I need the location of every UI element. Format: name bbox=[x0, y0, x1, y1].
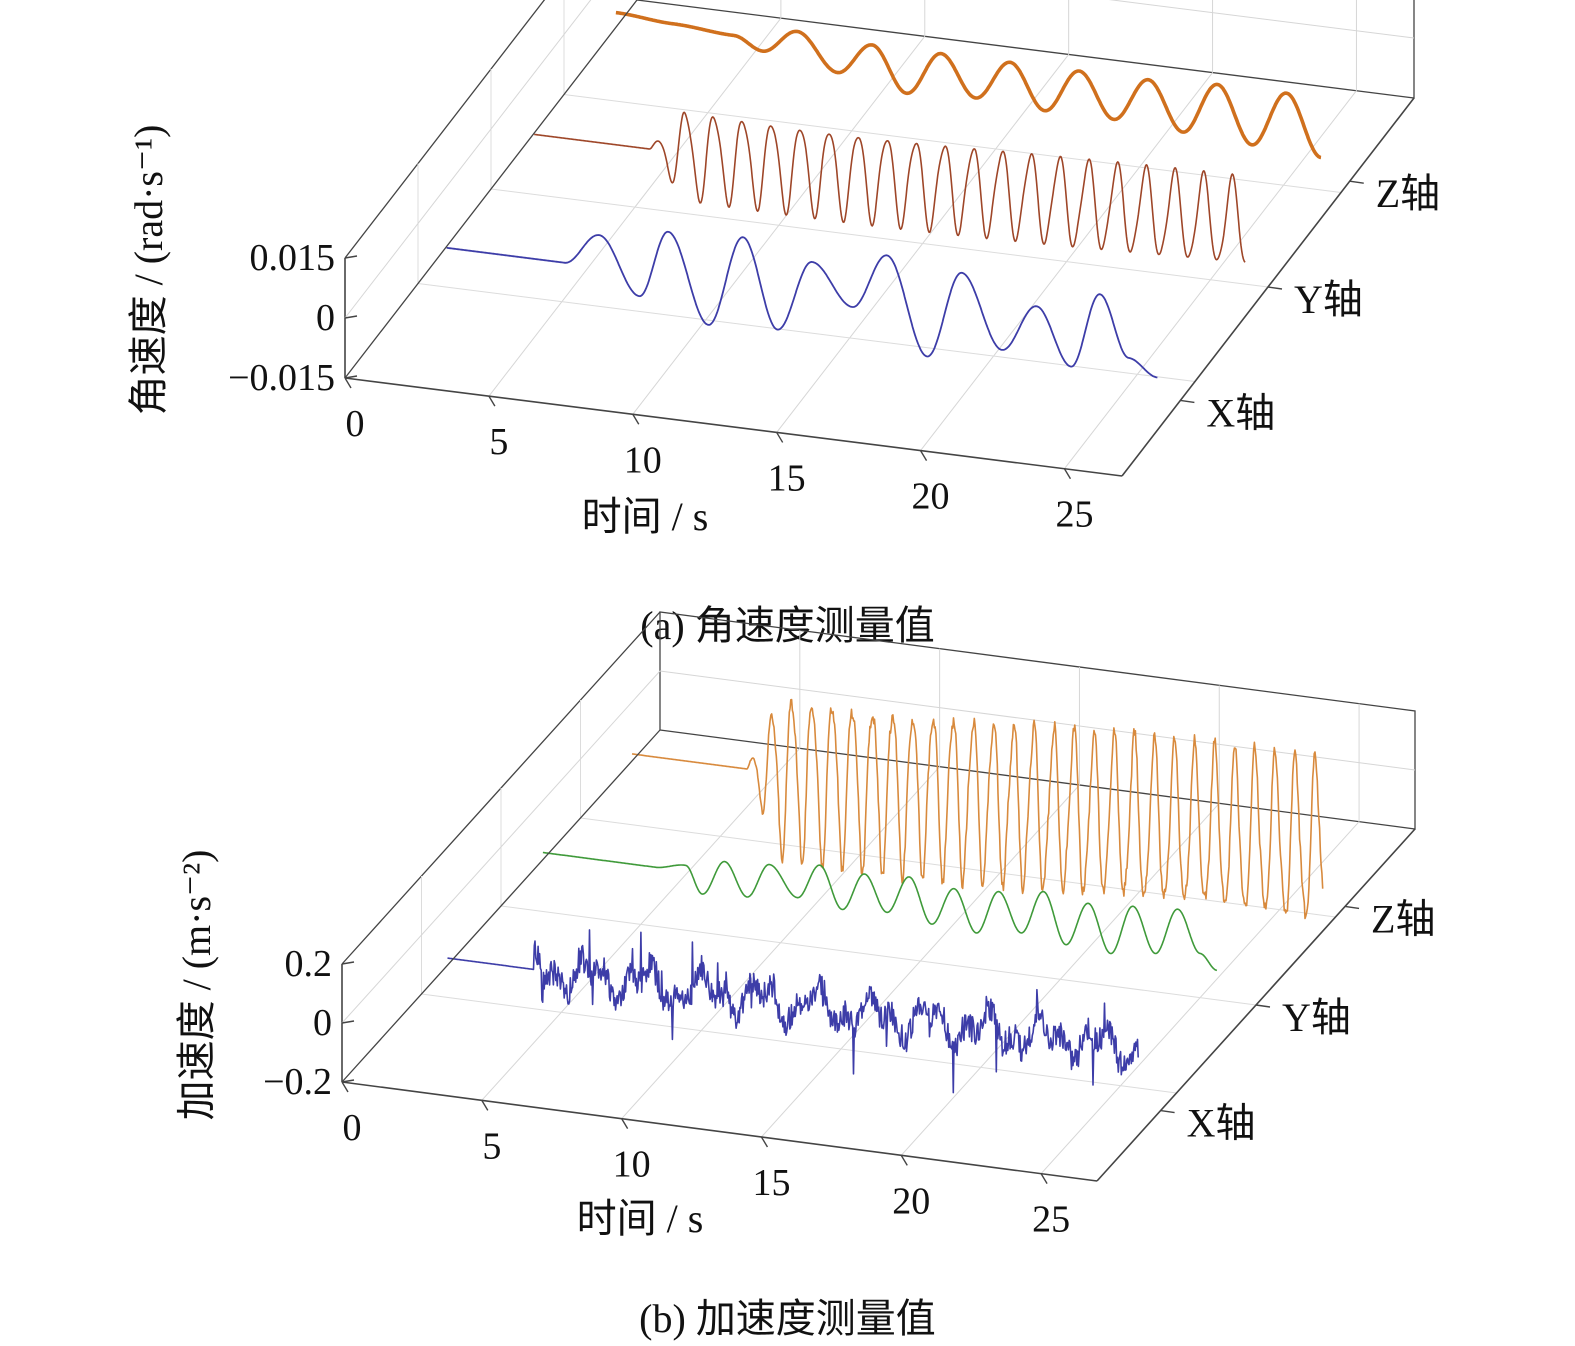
x-tick-label: 15 bbox=[752, 1162, 790, 1204]
x-tick-label: 20 bbox=[892, 1180, 930, 1222]
x-tick-label: 25 bbox=[1055, 494, 1093, 536]
y-tick bbox=[341, 1079, 355, 1083]
x-tick bbox=[919, 450, 928, 461]
x-tick-label: 5 bbox=[482, 1125, 501, 1167]
left-floor-edge bbox=[344, 0, 638, 379]
x-tick-label: 25 bbox=[1032, 1199, 1070, 1240]
back-wall-gridline bbox=[1108, 0, 1415, 39]
depth-label-z: Z轴 bbox=[1371, 896, 1435, 941]
x-axis-title: 时间 / s bbox=[577, 1196, 704, 1240]
depth-tick bbox=[1160, 1109, 1175, 1114]
y-tick bbox=[341, 1020, 355, 1024]
depth-label-x: X轴 bbox=[1187, 1101, 1256, 1146]
floor-gridline bbox=[421, 993, 1177, 1094]
depth-label-y: Y轴 bbox=[1282, 995, 1351, 1040]
left-wall-gridline bbox=[344, 0, 592, 319]
x-tick bbox=[344, 377, 352, 389]
left-floor-edge bbox=[341, 729, 661, 1083]
depth-tick bbox=[1267, 286, 1283, 290]
depth-tick bbox=[1344, 905, 1360, 910]
series-x-axis bbox=[446, 230, 1158, 379]
x-tick bbox=[481, 1099, 489, 1111]
series-y-axis bbox=[534, 111, 1246, 263]
y-tick bbox=[344, 375, 358, 379]
back-wall-gridline bbox=[659, 670, 1416, 771]
x-tick bbox=[632, 413, 640, 425]
floor-gridline bbox=[563, 94, 1342, 193]
x-tick-label: 0 bbox=[343, 1107, 362, 1149]
x-axis-line bbox=[341, 1081, 1098, 1182]
x-tick-label: 0 bbox=[346, 403, 365, 445]
depth-label-z: Z轴 bbox=[1376, 171, 1440, 216]
y-tick-label: 0.2 bbox=[285, 943, 333, 985]
depth-tick bbox=[1180, 399, 1195, 404]
series-x-axis bbox=[447, 929, 1139, 1094]
x-tick-label: 20 bbox=[912, 476, 950, 518]
y-tick-label: 0 bbox=[313, 1002, 332, 1044]
x-tick bbox=[1040, 1173, 1048, 1185]
x-tick-label: 10 bbox=[613, 1144, 651, 1186]
depth-tick bbox=[1349, 180, 1364, 184]
caption-angular-velocity: (a) 角速度测量值 bbox=[640, 603, 935, 648]
x-tick bbox=[1063, 468, 1072, 480]
floor-gridline bbox=[417, 283, 1196, 382]
x-axis-line bbox=[344, 377, 1123, 477]
x-tick bbox=[488, 395, 496, 407]
back-wall bbox=[659, 611, 1416, 830]
x-tick bbox=[900, 1154, 908, 1166]
y-tick bbox=[341, 961, 355, 965]
y-tick bbox=[344, 255, 358, 259]
caption-acceleration: (b) 加速度测量值 bbox=[639, 1296, 936, 1341]
x-tick bbox=[776, 432, 784, 443]
depth-label-y: Y轴 bbox=[1294, 277, 1363, 322]
y-tick bbox=[344, 315, 358, 319]
series-z-axis bbox=[631, 698, 1324, 920]
depth-tick bbox=[1255, 1004, 1271, 1008]
y-tick-label: −0.015 bbox=[228, 357, 335, 399]
series-z-axis bbox=[614, 10, 1322, 160]
y-axis-title: 角速度 / (rad·s⁻¹) bbox=[126, 125, 171, 416]
floor-gridline bbox=[580, 817, 1336, 918]
floor-gridline bbox=[500, 905, 1257, 1006]
series-y-axis bbox=[542, 851, 1218, 972]
x-tick-label: 15 bbox=[768, 457, 806, 499]
left-wall-gridline bbox=[341, 670, 661, 1024]
x-tick bbox=[760, 1136, 769, 1148]
y-tick-label: 0 bbox=[316, 297, 335, 339]
x-tick bbox=[621, 1118, 629, 1130]
x-tick-label: 5 bbox=[489, 421, 508, 463]
y-tick-label: 0.015 bbox=[250, 237, 336, 279]
x-axis-title: 时间 / s bbox=[582, 494, 709, 539]
back-wall bbox=[636, 0, 1415, 99]
depth-label-x: X轴 bbox=[1206, 390, 1275, 435]
y-axis-title: 加速度 / (m·s⁻²) bbox=[174, 850, 219, 1121]
x-tick bbox=[341, 1081, 349, 1093]
y-tick-label: −0.2 bbox=[263, 1061, 332, 1103]
floor-gridline bbox=[490, 188, 1269, 288]
x-tick-label: 10 bbox=[624, 439, 662, 481]
